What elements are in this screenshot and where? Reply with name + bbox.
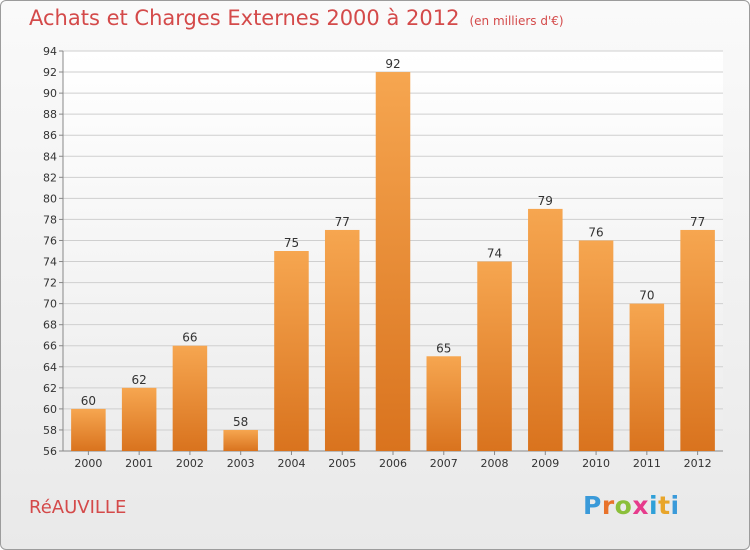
data-label: 66: [182, 331, 197, 345]
x-tick-label: 2004: [277, 457, 305, 470]
bar: [274, 251, 309, 451]
y-tick-label: 70: [43, 298, 57, 311]
x-tick-label: 2003: [227, 457, 255, 470]
data-label: 92: [385, 57, 400, 71]
data-label: 76: [588, 225, 603, 239]
y-tick-label: 86: [43, 129, 57, 142]
y-tick-label: 68: [43, 319, 57, 332]
title-unit: (en milliers d'€): [469, 14, 564, 28]
chart-title: Achats et Charges Externes 2000 à 2012 (e…: [29, 6, 564, 30]
bar: [680, 229, 715, 451]
logo-letter: o: [614, 491, 633, 520]
y-tick-label: 64: [43, 361, 57, 374]
logo-letter: i: [670, 491, 680, 520]
y-tick-label: 58: [43, 424, 57, 437]
bar: [324, 229, 360, 451]
bar: [121, 387, 157, 451]
data-label: 77: [690, 215, 705, 229]
data-label: 62: [132, 373, 147, 387]
data-label: 75: [284, 236, 299, 250]
logo-letter: r: [601, 491, 615, 520]
x-tick-label: 2005: [328, 457, 356, 470]
bar: [477, 261, 512, 451]
data-label: 74: [487, 247, 502, 261]
x-tick-label: 2009: [531, 457, 559, 470]
location-label: RéAUVILLE: [29, 497, 127, 518]
x-tick-label: 2012: [684, 457, 712, 470]
bar: [426, 356, 462, 451]
y-tick-label: 78: [43, 213, 57, 226]
bar: [375, 72, 411, 451]
y-tick-label: 76: [43, 234, 57, 247]
x-tick-label: 2002: [176, 457, 204, 470]
logo-letter: P: [583, 491, 602, 520]
y-tick-label: 80: [43, 192, 57, 205]
y-tick-label: 88: [43, 108, 57, 121]
y-tick-label: 74: [43, 256, 57, 269]
title-text: Achats et Charges Externes 2000 à 2012: [29, 6, 460, 30]
bar: [223, 429, 258, 451]
y-tick-label: 94: [43, 45, 57, 58]
logo-letter: x: [632, 491, 649, 520]
bar: [172, 345, 208, 451]
bar: [578, 240, 614, 451]
logo-letter: i: [649, 491, 659, 520]
logo-letter: t: [658, 491, 671, 520]
y-tick-label: 90: [43, 87, 57, 100]
y-tick-label: 66: [43, 340, 57, 353]
x-tick-label: 2001: [125, 457, 153, 470]
data-label: 60: [81, 394, 96, 408]
y-tick-label: 62: [43, 382, 57, 395]
bar: [528, 208, 563, 451]
data-label: 70: [639, 289, 654, 303]
x-tick-label: 2010: [582, 457, 610, 470]
x-tick-label: 2000: [74, 457, 102, 470]
data-label: 79: [538, 194, 553, 208]
bar: [71, 408, 106, 451]
data-label: 58: [233, 415, 248, 429]
x-tick-label: 2008: [481, 457, 509, 470]
y-tick-label: 92: [43, 66, 57, 79]
proxiti-logo: Proxiti: [583, 491, 680, 520]
y-tick-label: 60: [43, 403, 57, 416]
bar: [629, 303, 665, 451]
y-tick-label: 72: [43, 277, 57, 290]
x-tick-label: 2011: [633, 457, 661, 470]
x-tick-label: 2007: [430, 457, 458, 470]
x-tick-label: 2006: [379, 457, 407, 470]
y-tick-label: 82: [43, 171, 57, 184]
y-tick-label: 56: [43, 445, 57, 458]
data-label: 77: [335, 215, 350, 229]
y-tick-label: 84: [43, 150, 57, 163]
data-label: 65: [436, 341, 451, 355]
